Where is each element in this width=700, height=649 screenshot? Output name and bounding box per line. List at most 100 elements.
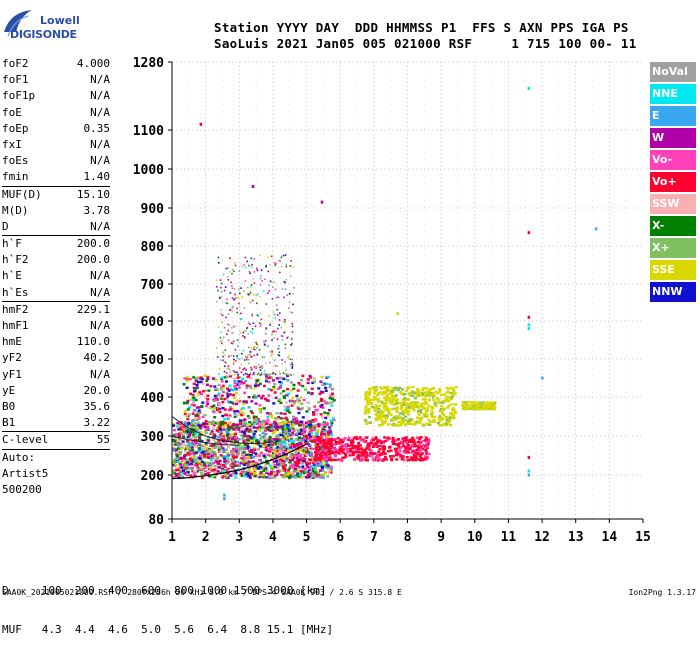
echo-point bbox=[378, 386, 382, 389]
echo-point bbox=[236, 376, 240, 379]
echo-point bbox=[407, 392, 411, 395]
echo-point bbox=[240, 318, 243, 320]
echo-point bbox=[324, 445, 328, 448]
echo-point bbox=[277, 446, 281, 450]
echo-point bbox=[244, 372, 247, 375]
echo-point bbox=[288, 411, 292, 414]
echo-point bbox=[173, 428, 177, 432]
echo-point bbox=[244, 367, 246, 369]
echo-point bbox=[291, 311, 294, 314]
echo-point bbox=[182, 457, 186, 460]
echo-point bbox=[424, 438, 428, 442]
echo-point bbox=[304, 447, 308, 450]
echo-point bbox=[258, 382, 262, 386]
echo-point bbox=[209, 385, 213, 388]
echo-point bbox=[400, 441, 404, 444]
x-tick-label: 14 bbox=[602, 530, 618, 545]
echo-point bbox=[270, 465, 274, 469]
echo-point bbox=[209, 458, 213, 462]
y-tick-label: 200 bbox=[141, 469, 165, 484]
echo-point bbox=[206, 440, 210, 444]
echo-point bbox=[325, 429, 329, 433]
echo-point bbox=[186, 418, 190, 421]
echo-point bbox=[318, 392, 322, 396]
echo-point bbox=[233, 287, 236, 290]
echo-point bbox=[406, 386, 410, 390]
echo-point bbox=[304, 476, 308, 479]
echo-point bbox=[355, 449, 359, 453]
echo-point bbox=[297, 429, 301, 432]
echo-point bbox=[254, 396, 258, 399]
echo-point bbox=[290, 420, 294, 423]
echo-point bbox=[353, 444, 357, 448]
echo-point bbox=[232, 393, 236, 397]
echo-point bbox=[289, 464, 293, 468]
echo-point bbox=[351, 450, 355, 454]
echo-point bbox=[222, 433, 226, 436]
echo-point bbox=[422, 413, 426, 416]
echo-point bbox=[427, 394, 431, 398]
echo-point bbox=[445, 386, 449, 390]
param-row: yE 20.0 bbox=[2, 383, 110, 399]
echo-point bbox=[356, 445, 360, 449]
echo-point bbox=[357, 441, 361, 445]
echo-point bbox=[189, 392, 193, 395]
echo-point bbox=[404, 389, 408, 392]
echo-point bbox=[416, 409, 420, 413]
echo-point bbox=[423, 395, 427, 398]
echo-point bbox=[284, 288, 287, 291]
echo-point bbox=[481, 406, 484, 409]
echo-point bbox=[172, 423, 176, 426]
echo-point bbox=[359, 454, 363, 458]
echo-point bbox=[253, 371, 255, 374]
echo-point bbox=[305, 410, 309, 413]
param-row: h`F2 200.0 bbox=[2, 252, 110, 268]
param-row: hmF2 229.1 bbox=[2, 302, 110, 318]
echo-point bbox=[211, 468, 215, 472]
echo-point bbox=[282, 447, 286, 450]
echo-point bbox=[527, 473, 531, 477]
echo-point bbox=[327, 408, 331, 412]
echo-point bbox=[219, 454, 223, 457]
echo-point bbox=[245, 384, 249, 387]
echo-point bbox=[408, 458, 412, 461]
echo-point bbox=[328, 452, 332, 456]
echo-point bbox=[442, 423, 446, 426]
echo-point bbox=[474, 406, 477, 408]
echo-point bbox=[329, 394, 333, 397]
echo-point bbox=[185, 461, 189, 464]
echo-point bbox=[229, 292, 232, 294]
echo-point bbox=[205, 379, 209, 383]
echo-point bbox=[275, 304, 278, 307]
echo-point bbox=[267, 374, 269, 376]
echo-point bbox=[238, 412, 242, 415]
echo-point bbox=[411, 458, 415, 462]
echo-point bbox=[438, 390, 442, 393]
param-row: B1 3.22 bbox=[2, 415, 110, 431]
echo-point bbox=[319, 399, 323, 403]
echo-point bbox=[428, 420, 432, 424]
echo-point bbox=[404, 441, 408, 444]
echo-point bbox=[393, 399, 397, 402]
echo-point bbox=[422, 391, 426, 394]
echo-point bbox=[394, 407, 398, 411]
echo-point bbox=[248, 374, 250, 376]
echo-point bbox=[313, 464, 317, 468]
echo-point bbox=[184, 423, 188, 426]
echo-point bbox=[276, 446, 280, 449]
echo-point bbox=[200, 423, 204, 427]
echo-point bbox=[339, 442, 343, 446]
echo-point bbox=[233, 448, 237, 451]
echo-point bbox=[485, 408, 487, 411]
echo-point bbox=[273, 463, 277, 467]
echo-point bbox=[396, 388, 400, 392]
echo-point bbox=[473, 408, 475, 411]
echo-point bbox=[231, 332, 234, 334]
echo-point bbox=[243, 432, 247, 435]
echo-point bbox=[492, 403, 495, 405]
echo-point bbox=[183, 465, 187, 468]
echo-point bbox=[390, 417, 394, 421]
echo-point bbox=[329, 465, 333, 469]
echo-point bbox=[380, 409, 384, 412]
echo-point bbox=[284, 361, 286, 363]
